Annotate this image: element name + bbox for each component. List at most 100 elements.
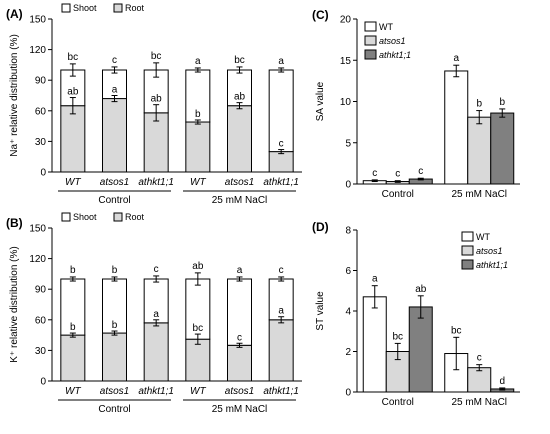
bar-root-b (185, 338, 211, 382)
sig-label-shoot-b: b (70, 265, 76, 276)
legend-swatch-athkt11-d (461, 259, 474, 270)
y-tick-label-a: 0 (40, 168, 46, 179)
legend-swatch-atsos1-c (364, 35, 377, 46)
sig-label-root-a: ab (67, 87, 79, 98)
y-tick-label-d: 8 (345, 226, 351, 237)
bar-root-a (60, 105, 86, 173)
y-tick-label-d: 6 (345, 266, 351, 277)
sig-label-shoot-a: a (195, 56, 201, 67)
x-category-label-c: Control (382, 189, 414, 200)
legend-label-athkt11-c: athkt1;1 (379, 50, 411, 60)
sig-label-shoot-a: bc (151, 51, 162, 62)
bar-atsos1-d (467, 367, 492, 393)
sig-label-root-a: c (279, 139, 284, 150)
sig-label-d: bc (392, 331, 403, 342)
sig-label-shoot-a: bc (68, 52, 79, 63)
sig-label-root-a: a (112, 85, 118, 96)
sig-label-d: d (499, 376, 505, 387)
sig-label-root-a: ab (151, 94, 163, 105)
bar-root-b (60, 334, 86, 382)
legend-swatch-WT-d (461, 231, 474, 242)
legend-swatch-atsos1-d (461, 245, 474, 256)
y-tick-label-c: 15 (340, 56, 352, 67)
y-tick-label-b: 60 (35, 315, 47, 326)
sig-label-c: a (453, 53, 459, 64)
y-axis-title-a: Na⁺ relative distribution (%) (9, 34, 20, 157)
y-tick-label-c: 0 (345, 180, 351, 191)
bar-shoot-b (227, 278, 252, 346)
sig-label-d: a (372, 274, 378, 285)
y-tick-label-d: 0 (345, 388, 351, 399)
y-tick-label-a: 120 (29, 45, 46, 56)
sig-label-shoot-a: c (112, 55, 117, 66)
sig-label-root-a: ab (234, 92, 246, 103)
panel-label-a: (A) (6, 7, 23, 21)
bar-root-a (268, 151, 294, 173)
bar-athkt11-c (490, 112, 515, 185)
legend-label-shoot-a: Shoot (73, 3, 97, 13)
sig-label-shoot-a: a (278, 56, 284, 67)
y-tick-label-b: 150 (29, 224, 46, 235)
x-category-label-b: WT (65, 386, 81, 397)
y-tick-label-b: 90 (35, 285, 47, 296)
y-tick-label-c: 5 (345, 138, 351, 149)
x-category-label-a: athkt1;1 (263, 177, 299, 188)
panel-label-c: (C) (312, 8, 329, 22)
bar-root-a (227, 105, 252, 173)
sig-label-root-b: c (237, 332, 242, 343)
bar-atsos1-c (467, 116, 492, 185)
y-tick-label-a: 60 (35, 106, 47, 117)
legend-label-WT-d: WT (476, 232, 490, 242)
sig-label-d: bc (451, 325, 462, 336)
bar-root-a (185, 121, 211, 173)
sig-label-shoot-b: c (154, 264, 159, 275)
bar-shoot-a (102, 69, 127, 100)
sig-label-c: c (418, 166, 423, 177)
panel-label-d: (D) (312, 220, 329, 234)
sig-label-shoot-b: c (279, 265, 284, 276)
sig-label-d: ab (415, 284, 427, 295)
legend-swatch-athkt11-c (364, 49, 377, 60)
legend-swatch-shoot-a (61, 3, 71, 13)
sig-label-c: b (476, 99, 482, 110)
legend-swatch-WT-c (364, 21, 377, 32)
x-category-label-d: Control (382, 397, 414, 408)
x-category-label-c: 25 mM NaCl (451, 189, 507, 200)
bar-shoot-a (185, 69, 211, 123)
x-category-label-b: athkt1;1 (263, 386, 299, 397)
sig-label-root-b: a (153, 309, 159, 320)
y-axis-title-b: K⁺ relative distribution (%) (9, 246, 20, 362)
x-category-label-b: atsos1 (100, 386, 129, 397)
sig-label-shoot-b: a (237, 265, 243, 276)
sig-label-shoot-b: b (112, 265, 118, 276)
group-label-a: Control (98, 195, 130, 206)
legend-swatch-root-a (113, 3, 123, 13)
x-category-label-a: athkt1;1 (138, 177, 174, 188)
legend-label-atsos1-c: atsos1 (379, 36, 406, 46)
y-axis-title-d: ST value (315, 291, 326, 331)
x-category-label-a: WT (65, 177, 81, 188)
bar-root-b (268, 319, 294, 382)
bar-root-a (102, 98, 127, 173)
bar-WT-c (444, 70, 469, 185)
y-tick-label-a: 90 (35, 76, 47, 87)
bar-shoot-b (102, 278, 127, 334)
legend-label-root-b: Root (125, 212, 145, 222)
group-label-a: 25 mM NaCl (212, 195, 268, 206)
bar-athkt11-d (408, 306, 433, 393)
legend-swatch-root-b (113, 212, 123, 222)
sig-label-c: c (395, 169, 400, 180)
sig-label-shoot-a: bc (234, 55, 245, 66)
x-category-label-a: atsos1 (225, 177, 254, 188)
bar-shoot-b (268, 278, 294, 321)
x-category-label-b: atsos1 (225, 386, 254, 397)
sig-label-root-b: a (278, 306, 284, 317)
legend-label-WT-c: WT (379, 22, 393, 32)
group-label-b: 25 mM NaCl (212, 404, 268, 415)
sig-label-root-b: b (70, 322, 76, 333)
legend-label-atsos1-d: atsos1 (476, 246, 503, 256)
sig-label-root-b: b (112, 320, 118, 331)
legend-swatch-shoot-b (61, 212, 71, 222)
sig-label-d: c (477, 353, 482, 364)
